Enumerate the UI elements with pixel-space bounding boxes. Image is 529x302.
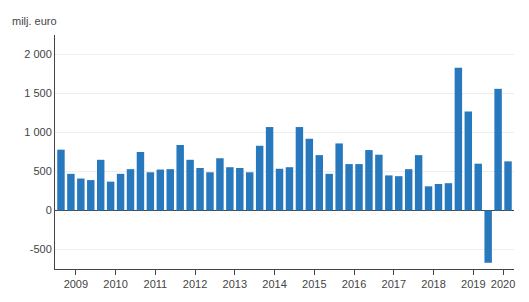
svg-text:500: 500	[33, 165, 51, 177]
svg-text:2011: 2011	[144, 278, 168, 290]
svg-text:2 000: 2 000	[24, 48, 52, 60]
svg-text:2020: 2020	[491, 278, 515, 290]
svg-text:2018: 2018	[421, 278, 445, 290]
svg-text:2016: 2016	[342, 278, 366, 290]
svg-text:2017: 2017	[382, 278, 406, 290]
svg-text:2019: 2019	[461, 278, 485, 290]
svg-text:2010: 2010	[103, 278, 127, 290]
svg-text:1 000: 1 000	[24, 126, 52, 138]
svg-text:0: 0	[46, 204, 52, 216]
svg-text:2014: 2014	[262, 278, 286, 290]
svg-text:2012: 2012	[183, 278, 207, 290]
svg-text:2013: 2013	[223, 278, 247, 290]
svg-text:1 500: 1 500	[24, 87, 52, 99]
svg-text:2009: 2009	[64, 278, 88, 290]
svg-text:2015: 2015	[302, 278, 326, 290]
svg-text:milj. euro: milj. euro	[12, 15, 57, 27]
svg-text:-500: -500	[30, 243, 52, 255]
